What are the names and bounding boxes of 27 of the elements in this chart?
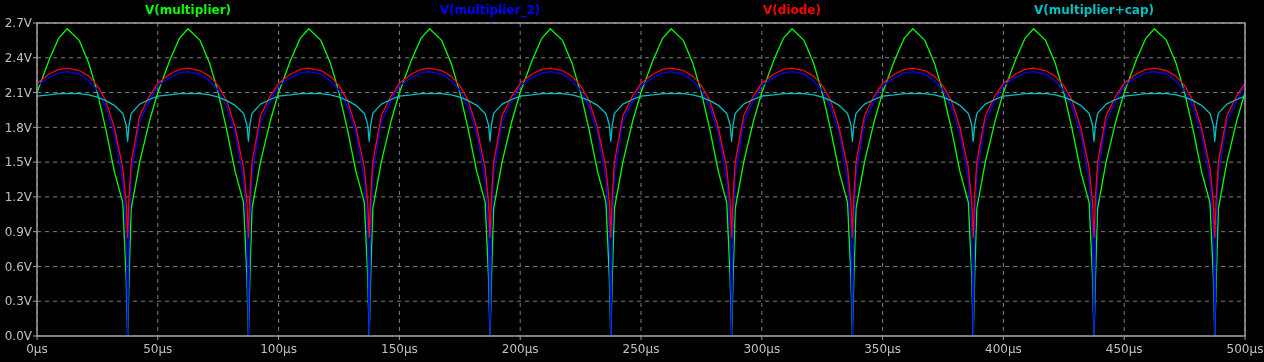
y-tick-label: 0.0V [4,329,33,344]
line-series [36,67,1246,239]
x-tick-label: 150µs [381,342,418,356]
x-tick-label: 500µs [1226,342,1264,356]
x-tick-label: 50µs [143,342,173,356]
line-series [36,93,1246,142]
x-tick-label: 250µs [622,342,660,356]
x-tick-label: 400µs [985,342,1022,356]
series-label: V(multiplier) [144,3,232,17]
y-tick-label: 1.5V [4,155,33,170]
y-tick-label: 1.8V [4,120,33,135]
y-tick-label: 0.9V [4,224,33,239]
y-tick-label: 2.4V [4,50,33,65]
y-tick-label: 2.7V [4,16,33,31]
x-tick-label: 0µs [26,342,48,356]
y-tick-label: 1.2V [4,190,33,205]
text: V(multiplier_2) [439,3,541,18]
x-tick-label: 300µs [743,342,781,356]
x-tick-label: 100µs [260,342,297,356]
x-tick-label: 200µs [501,342,539,356]
y-tick-label: 0.6V [4,259,33,274]
y-tick-label: 0.3V [4,294,33,309]
x-tick-label: 450µs [1105,342,1143,356]
text: V(multiplier+cap) [1034,3,1154,17]
x-tick-label: 350µs [864,342,901,356]
text: V(diode) [763,3,821,17]
y-tick-label: 2.1V [4,85,33,100]
